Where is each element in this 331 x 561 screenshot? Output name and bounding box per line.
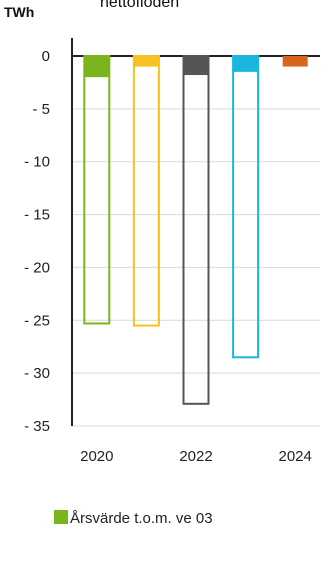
y-tick-label: - 30 [24,365,50,382]
y-tick-label: - 35 [24,418,50,435]
filled-bar [84,56,110,78]
filled-bar [133,56,159,67]
chart-subtitle: nettoflöden [100,0,180,11]
filled-bar [183,56,209,76]
unit-label: TWh [4,4,35,20]
outline-bar [182,55,210,405]
outline-bar [83,55,111,325]
legend-label: Årsvärde t.o.m. ve 03 [70,510,213,527]
bar-chart: 0 - 5 - 10 - 15 - 20 - 25 - 30 - 35 2020 2022 2024 [24,38,320,465]
outline-bar [132,55,160,327]
legend-swatch [54,510,68,524]
filled-bar [282,56,308,67]
x-tick-label: 2024 [279,448,312,465]
y-tick-label: 0 [42,48,50,65]
y-tick-label: - 15 [24,207,50,224]
x-tick-label: 2020 [80,448,113,465]
y-tick-label: - 25 [24,312,50,329]
legend: Årsvärde t.o.m. ve 03 [54,507,234,530]
x-tick-label: 2022 [179,448,212,465]
filled-bar [233,56,259,72]
outline-bar [232,55,260,359]
y-tick-label: - 20 [24,259,50,276]
y-tick-label: - 10 [24,154,50,171]
y-tick-label: - 5 [32,101,50,118]
